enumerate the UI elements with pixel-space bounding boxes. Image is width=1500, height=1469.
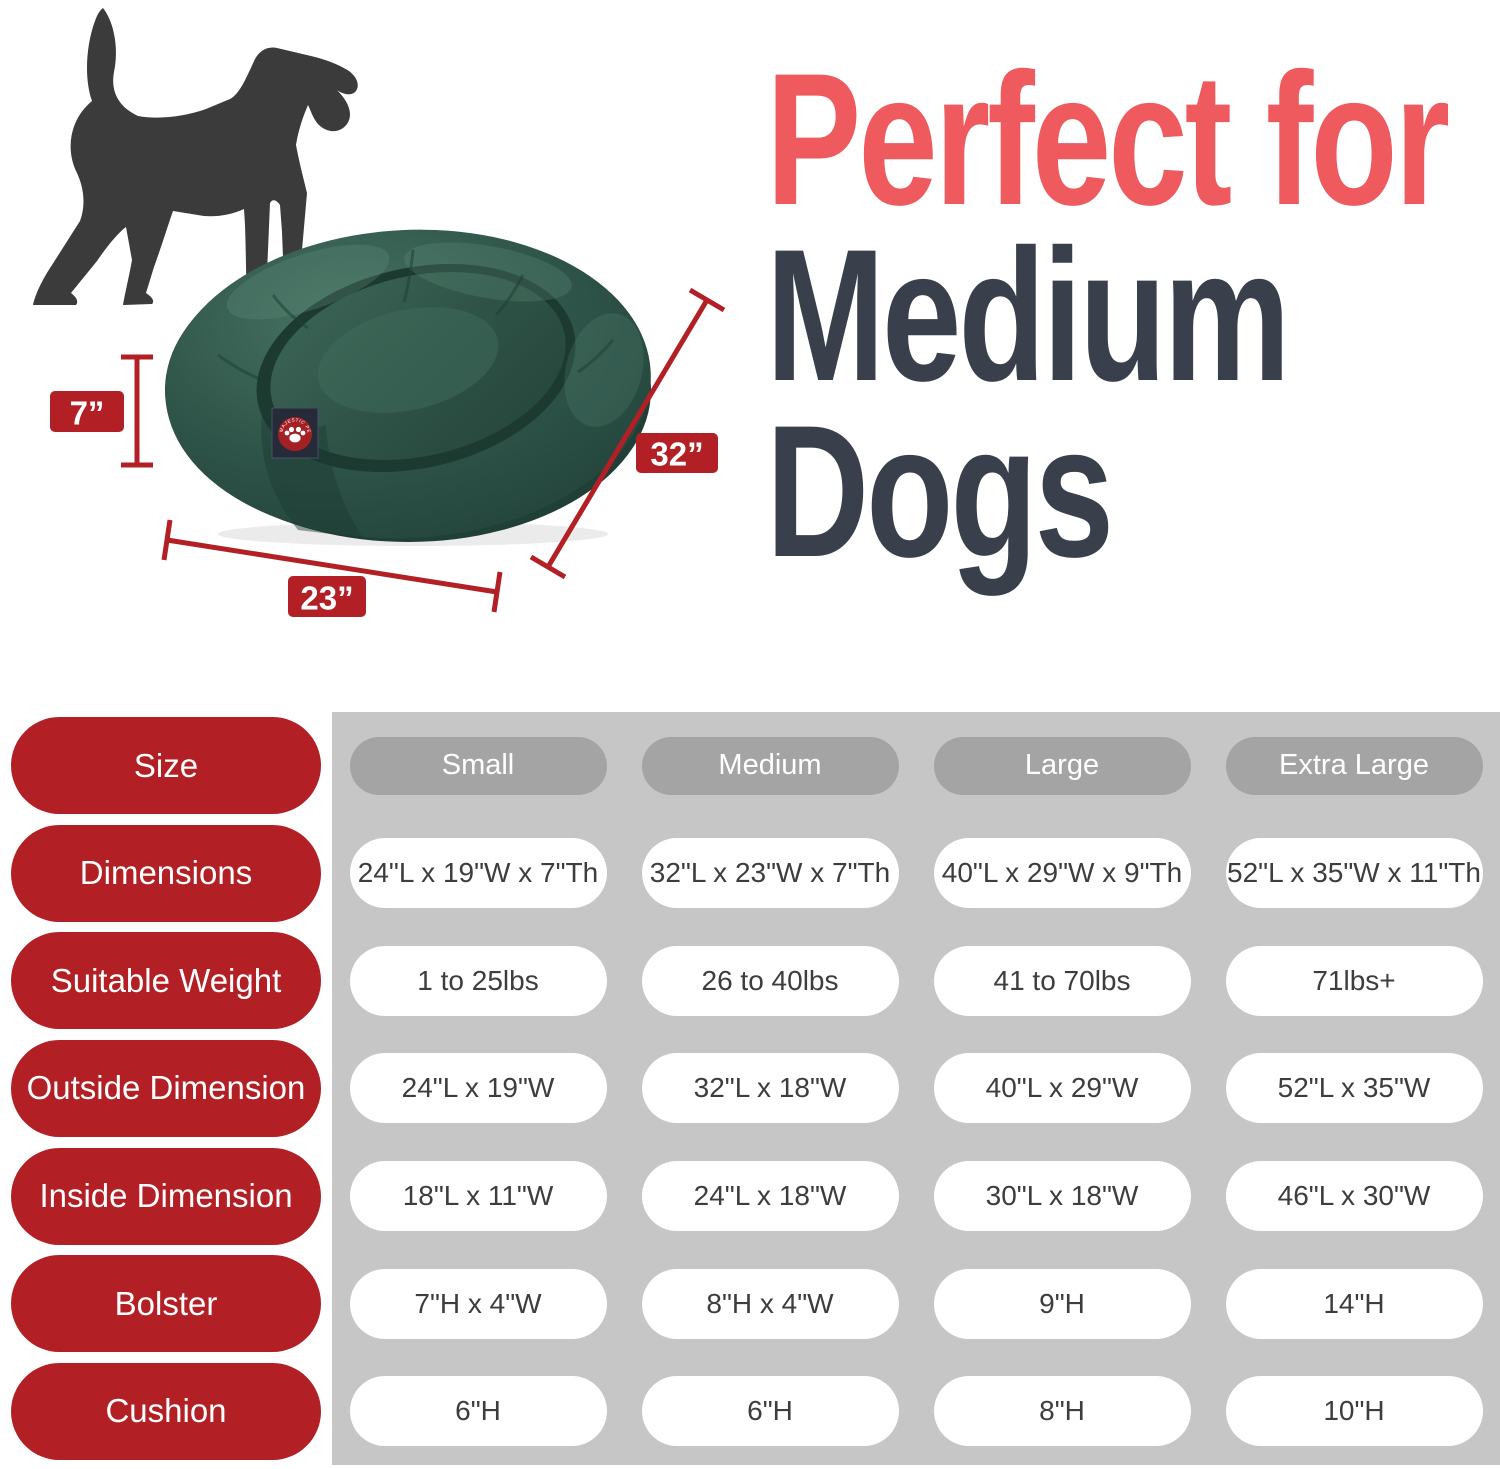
row-label-cushion: Cushion [11, 1362, 321, 1460]
table-cell: 40"L x 29"W [933, 1053, 1191, 1124]
table-cell: 32"L x 18"W [641, 1053, 899, 1124]
column-header-medium: Medium [641, 736, 899, 795]
table-cell: 9"H [933, 1268, 1191, 1339]
table-cell: 6"H [641, 1376, 899, 1447]
table-cell: 24"L x 19"W [349, 1053, 607, 1124]
row-label-outside-dimension: Outside Dimension [11, 1039, 321, 1137]
row-label-suitable-weight: Suitable Weight [11, 932, 321, 1030]
table-cell: 52"L x 35"W x 11"Th [1225, 838, 1483, 909]
dog-silhouette-image [33, 8, 358, 305]
measurement-lines [121, 287, 726, 613]
bolster-highlight [404, 242, 572, 302]
column-header-large: Large [933, 736, 1191, 795]
bed-brand-tag: MAJESTIC PET [270, 404, 319, 459]
column-header-small: Small [349, 736, 607, 795]
cushion-highlight [317, 307, 499, 413]
bolster-highlight [564, 313, 644, 427]
table-cell: 71lbs+ [1225, 945, 1483, 1016]
table-cell: 40"L x 29"W x 9"Th [933, 838, 1191, 909]
height-dimension-label: 7” [50, 391, 124, 432]
dog-bed-image: MAJESTIC PET [165, 229, 651, 546]
table-cell: 24"L x 19"W x 7"Th [349, 838, 607, 909]
table-cell: 26 to 40lbs [641, 945, 899, 1016]
row-label-size: Size [11, 717, 321, 815]
table-cell: 8"H [933, 1376, 1191, 1447]
headline-line-dogs: Dogs [766, 386, 1114, 596]
length-dimension-value: 32” [650, 436, 703, 473]
table-cell: 1 to 25lbs [349, 945, 607, 1016]
column-header-extra-large: Extra Large [1225, 736, 1483, 795]
headline-line-medium: Medium [766, 210, 1291, 420]
paw-icon [284, 426, 306, 443]
table-cell: 24"L x 18"W [641, 1161, 899, 1232]
row-label-dimensions: Dimensions [11, 824, 321, 922]
size-table: Size Small Medium Large Extra Large Dime… [0, 712, 1500, 1465]
row-label-bolster: Bolster [11, 1255, 321, 1353]
table-cell: 18"L x 11"W [349, 1161, 607, 1232]
table-cell: 32"L x 23"W x 7"Th [641, 838, 899, 909]
headline-accent-line: Perfect for [766, 34, 1450, 244]
table-cell: 10"H [1225, 1376, 1483, 1447]
length-dimension-label: 32” [636, 433, 718, 473]
table-cell: 6"H [349, 1376, 607, 1447]
height-dimension-value: 7” [70, 395, 105, 432]
row-label-inside-dimension: Inside Dimension [11, 1147, 321, 1245]
width-dimension-value: 23” [300, 580, 353, 617]
width-dimension-label: 23” [288, 576, 366, 617]
table-cell: 41 to 70lbs [933, 945, 1191, 1016]
dimension-annotations: 7” 23” 32” [50, 287, 726, 617]
table-cell: 46"L x 30"W [1225, 1161, 1483, 1232]
bolster-highlight [226, 244, 390, 320]
table-cell: 52"L x 35"W [1225, 1053, 1483, 1124]
headline: Perfect for Medium Dogs [766, 34, 1450, 596]
table-cell: 8"H x 4"W [641, 1268, 899, 1339]
table-cell: 14"H [1225, 1268, 1483, 1339]
table-cell: 30"L x 18"W [933, 1161, 1191, 1232]
table-cell: 7"H x 4"W [349, 1268, 607, 1339]
bolster-creases [217, 249, 615, 380]
